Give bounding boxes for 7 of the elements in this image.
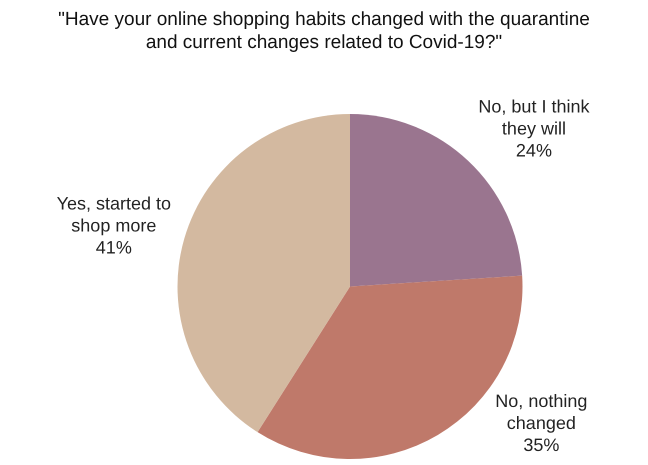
chart-title: "Have your online shopping habits changed with the quarantine and current changes related to Covid-19?" [57, 8, 591, 54]
slice-label: No, but I think they will [478, 96, 590, 138]
data-label: 35% [523, 434, 560, 455]
slice-label: Yes, started to shop more [56, 193, 172, 236]
slice-label: No, nothing changed [495, 390, 588, 433]
data-label: 41% [96, 237, 132, 258]
data-label: 24% [516, 140, 552, 160]
